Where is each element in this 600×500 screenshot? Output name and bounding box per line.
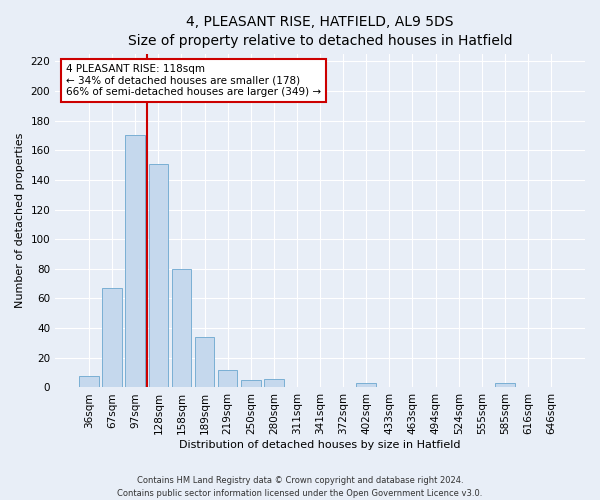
Bar [241, 380, 260, 388]
Bar [264, 378, 284, 388]
Title: 4, PLEASANT RISE, HATFIELD, AL9 5DS
Size of property relative to detached houses: 4, PLEASANT RISE, HATFIELD, AL9 5DS Size… [128, 15, 512, 48]
Bar [103, 288, 122, 388]
Bar [172, 269, 191, 388]
Text: Contains HM Land Registry data © Crown copyright and database right 2024.
Contai: Contains HM Land Registry data © Crown c… [118, 476, 482, 498]
Y-axis label: Number of detached properties: Number of detached properties [15, 133, 25, 308]
Bar [149, 164, 168, 388]
Bar [356, 383, 376, 388]
Bar [125, 136, 145, 388]
X-axis label: Distribution of detached houses by size in Hatfield: Distribution of detached houses by size … [179, 440, 461, 450]
Bar [79, 376, 99, 388]
Bar [495, 383, 515, 388]
Text: 4 PLEASANT RISE: 118sqm
← 34% of detached houses are smaller (178)
66% of semi-d: 4 PLEASANT RISE: 118sqm ← 34% of detache… [66, 64, 321, 97]
Bar [195, 337, 214, 388]
Bar [218, 370, 238, 388]
